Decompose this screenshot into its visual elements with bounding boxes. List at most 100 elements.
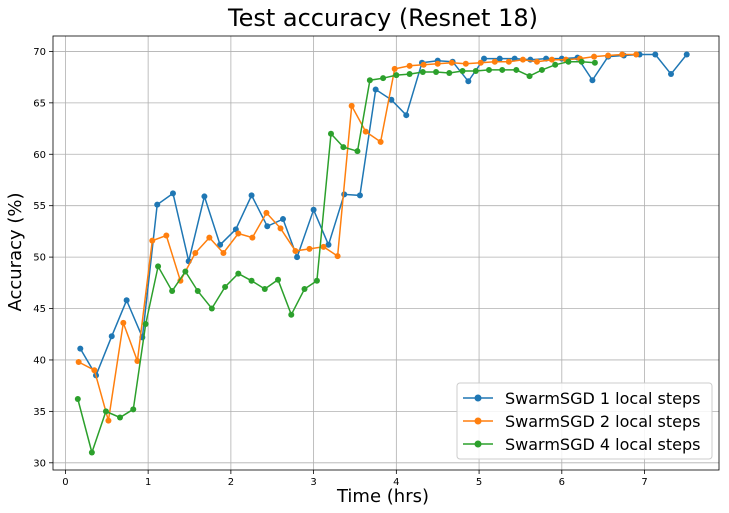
y-tick-label: 45: [33, 304, 46, 315]
data-point: [155, 263, 162, 270]
data-point: [434, 60, 441, 67]
data-point: [462, 60, 469, 67]
data-point: [477, 59, 484, 66]
data-point: [589, 77, 596, 84]
legend-swatch-marker: [474, 394, 482, 402]
data-point: [356, 192, 363, 199]
y-tick-label: 60: [33, 150, 46, 161]
series-line: [79, 53, 688, 378]
data-point: [419, 68, 426, 75]
data-point: [486, 66, 493, 73]
data-point: [420, 61, 427, 68]
y-tick-label: 65: [33, 98, 46, 109]
chart-title: Test accuracy (Resnet 18): [227, 4, 538, 32]
data-point: [313, 277, 320, 284]
data-point: [222, 283, 229, 290]
data-point: [206, 234, 213, 241]
data-point: [248, 192, 255, 199]
legend-item: SwarmSGD 2 local steps: [463, 412, 700, 431]
data-point: [393, 72, 400, 79]
plot-frame: [52, 35, 720, 471]
data-point: [526, 73, 533, 80]
data-point: [194, 288, 201, 295]
data-point: [182, 268, 189, 275]
data-point: [220, 250, 227, 256]
data-point: [217, 241, 224, 248]
y-axis: 30 35 40 45 50 55 60 65 70: [33, 47, 53, 469]
data-point: [548, 56, 555, 63]
y-tick-label: 50: [33, 253, 46, 264]
data-point: [465, 78, 472, 85]
data-point: [533, 58, 540, 65]
legend-label: SwarmSGD 2 local steps: [505, 412, 700, 431]
data-point: [605, 52, 612, 59]
data-point: [154, 201, 161, 208]
y-tick-label: 40: [33, 355, 46, 366]
data-point: [499, 66, 506, 73]
data-point: [279, 216, 286, 223]
data-point: [91, 367, 98, 374]
legend-swatch-marker: [474, 440, 482, 448]
data-point: [683, 51, 690, 58]
y-tick-label: 30: [33, 458, 46, 469]
data-point: [264, 223, 271, 230]
data-point: [134, 357, 141, 364]
data-point: [377, 138, 384, 145]
series-3: [74, 58, 598, 456]
data-point: [552, 61, 559, 68]
data-point: [120, 319, 127, 326]
x-tick-label: 2: [228, 477, 234, 488]
y-tick-label: 70: [33, 47, 46, 58]
data-point: [362, 128, 369, 135]
data-point: [459, 67, 466, 74]
data-point: [340, 144, 347, 151]
y-tick-label: 35: [33, 407, 46, 418]
data-point: [105, 417, 112, 424]
data-point: [591, 59, 598, 66]
data-point: [142, 320, 149, 327]
data-point: [472, 67, 479, 74]
data-point: [446, 70, 453, 77]
legend-label: SwarmSGD 4 local steps: [505, 435, 700, 454]
x-tick-label: 3: [310, 477, 316, 488]
data-point: [261, 285, 268, 292]
data-point: [652, 51, 659, 58]
data-point: [366, 77, 373, 84]
series-line: [77, 60, 595, 456]
data-point: [325, 241, 332, 248]
data-point: [591, 53, 598, 60]
data-point: [275, 276, 282, 283]
data-point: [578, 58, 585, 65]
data-point: [235, 270, 242, 277]
data-point: [292, 247, 299, 254]
data-point: [263, 209, 270, 216]
grid-lines: [53, 36, 719, 470]
data-point: [327, 130, 334, 137]
data-point: [169, 190, 176, 197]
data-point: [565, 58, 572, 65]
legend-item: SwarmSGD 4 local steps: [463, 435, 700, 454]
legend-item: SwarmSGD 1 local steps: [463, 389, 700, 408]
data-point: [633, 51, 640, 58]
data-point: [201, 193, 208, 200]
legend-swatch-marker: [474, 417, 482, 425]
data-point: [448, 59, 455, 66]
x-tick-label: 4: [393, 477, 399, 488]
x-tick-label: 7: [641, 477, 647, 488]
data-point: [149, 237, 156, 244]
data-point: [403, 112, 410, 119]
x-tick-label: 6: [559, 477, 565, 488]
data-point: [406, 62, 413, 69]
data-point: [668, 71, 675, 78]
data-point: [294, 254, 301, 261]
series-1: [77, 51, 690, 379]
data-point: [513, 66, 520, 73]
data-point: [169, 288, 176, 295]
legend-box: [456, 382, 713, 460]
x-axis: 0 1 2 3 4 5 6 7: [62, 470, 648, 488]
data-point: [123, 297, 130, 304]
data-point: [74, 396, 81, 403]
data-point: [208, 305, 215, 312]
data-point: [481, 55, 488, 62]
